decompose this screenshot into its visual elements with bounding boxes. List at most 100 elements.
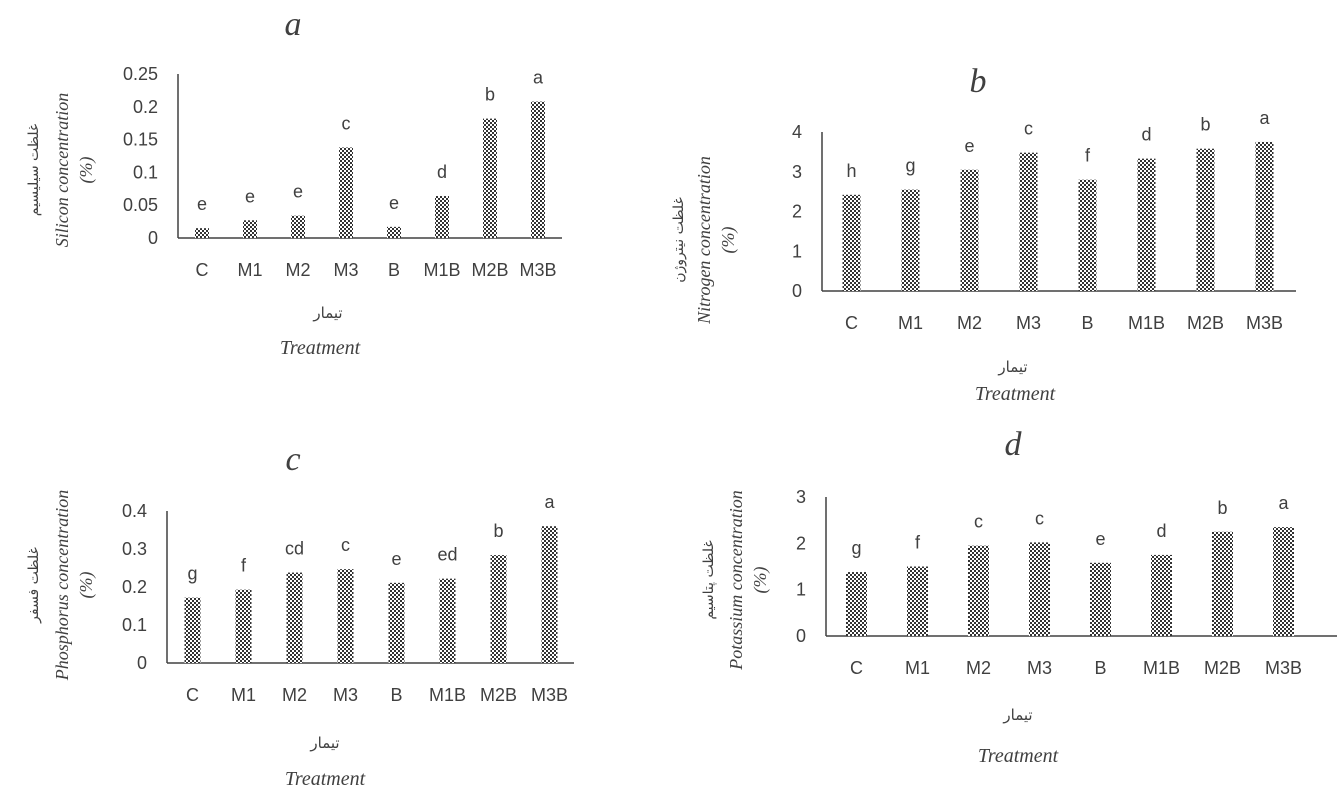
y-tick-label: 0 [792, 281, 802, 301]
y-axis-unit: (%) [750, 567, 771, 594]
significance-letter: e [389, 193, 399, 213]
significance-letter: d [1141, 125, 1151, 145]
x-tick-label: M3 [333, 685, 358, 705]
y-tick-label: 0.15 [123, 130, 158, 150]
x-axis-label: Treatment [975, 383, 1056, 405]
y-tick-label: 3 [796, 487, 806, 507]
x-tick-label: B [1094, 658, 1106, 678]
bar [1137, 158, 1156, 291]
x-tick-label: C [196, 260, 209, 280]
significance-letter: b [1217, 498, 1227, 518]
x-axis-label-persian: تیمار [1002, 706, 1032, 724]
y-axis-label: Potassium concentration [726, 490, 746, 670]
significance-letter: c [341, 535, 350, 555]
significance-letter: d [437, 162, 447, 182]
y-tick-label: 0 [148, 228, 158, 248]
x-axis-label-persian: تیمار [309, 734, 339, 752]
x-tick-label: M3B [531, 685, 568, 705]
bar [1196, 148, 1215, 291]
panel-d: d 0 1 2 3 g Cf M1 c M2 c M3 e Bd M1B b M2B a M3B Potassium … [701, 426, 1337, 767]
panel-title: c [285, 441, 300, 478]
bar [490, 555, 507, 663]
y-axis-label-persian: غلظت فسفر [26, 547, 42, 624]
bar [286, 572, 303, 663]
bar [243, 220, 257, 238]
significance-letter: b [485, 85, 495, 105]
bar [235, 589, 252, 663]
x-tick-label: M2 [966, 658, 991, 678]
x-tick-label: M2B [480, 685, 517, 705]
y-tick-label: 2 [796, 533, 806, 553]
x-tick-label: M1B [423, 260, 460, 280]
x-tick-label: C [845, 313, 858, 333]
x-tick-label: M3 [1016, 313, 1041, 333]
y-tick-label: 2 [792, 202, 802, 222]
significance-letter: b [1200, 115, 1210, 135]
significance-letter: h [846, 161, 856, 181]
x-tick-label: M3B [1246, 313, 1283, 333]
x-tick-label: M1 [237, 260, 262, 280]
y-tick-label: 0.4 [122, 501, 147, 521]
panel-c: c 0 0.1 0.2 0.3 0.4 g Cf M1 cd M2 c M3 e Bed M1B b M2B a M3… [26, 441, 574, 787]
x-axis-label-persian: تیمار [312, 304, 342, 322]
bar [387, 226, 401, 238]
x-tick-label: M1 [905, 658, 930, 678]
y-tick-label: 0.1 [133, 162, 158, 182]
significance-letter: a [1259, 108, 1270, 128]
panel-title: d [1005, 426, 1023, 463]
x-tick-label: M2B [1204, 658, 1241, 678]
significance-letter: a [533, 68, 544, 88]
significance-letter: e [293, 182, 303, 202]
y-tick-label: 0 [137, 653, 147, 673]
bar [842, 194, 861, 291]
x-tick-label: M1B [1128, 313, 1165, 333]
bar [339, 147, 353, 238]
significance-letter: c [1024, 119, 1033, 139]
bar [1273, 527, 1294, 636]
y-axis-label: Phosphorus concentration [52, 490, 72, 682]
x-tick-label: M3B [519, 260, 556, 280]
x-tick-label: B [1081, 313, 1093, 333]
significance-letter: g [187, 564, 197, 584]
y-axis-label: Nitrogen concentration [694, 156, 714, 325]
x-tick-label: M3B [1265, 658, 1302, 678]
x-tick-label: C [186, 685, 199, 705]
x-tick-label: M1B [429, 685, 466, 705]
x-tick-label: M2 [957, 313, 982, 333]
y-axis-label: Silicon concentration [52, 93, 72, 247]
y-tick-label: 3 [792, 162, 802, 182]
x-tick-label: B [390, 685, 402, 705]
significance-letter: ed [437, 545, 457, 565]
bar [846, 572, 867, 636]
bar [901, 189, 920, 291]
significance-letter: b [493, 521, 503, 541]
x-tick-label: M1 [231, 685, 256, 705]
bar [541, 526, 558, 663]
y-tick-label: 0.3 [122, 539, 147, 559]
significance-letter: f [915, 533, 921, 553]
x-axis-label: Treatment [978, 745, 1059, 767]
significance-letter: e [391, 549, 401, 569]
x-tick-label: M2 [282, 685, 307, 705]
bar [184, 597, 201, 663]
x-tick-label: M3 [333, 260, 358, 280]
x-tick-label: M1 [898, 313, 923, 333]
significance-letter: e [964, 136, 974, 156]
bar [195, 228, 209, 238]
significance-letter: a [544, 492, 555, 512]
significance-letter: e [1095, 529, 1105, 549]
significance-letter: d [1156, 521, 1166, 541]
bar [1090, 562, 1111, 636]
x-tick-label: B [388, 260, 400, 280]
bar [291, 215, 305, 238]
significance-letter: f [241, 556, 247, 576]
y-axis-label-persian: غلظت پتاسیم [701, 540, 717, 619]
y-tick-label: 4 [792, 122, 802, 142]
bar [960, 169, 979, 291]
significance-letter: a [1278, 493, 1289, 513]
x-axis-label-persian: تیمار [997, 358, 1027, 376]
bar [388, 582, 405, 663]
x-tick-label: M2B [471, 260, 508, 280]
y-axis-label-persian: غلظت نیتروژن [671, 197, 687, 283]
